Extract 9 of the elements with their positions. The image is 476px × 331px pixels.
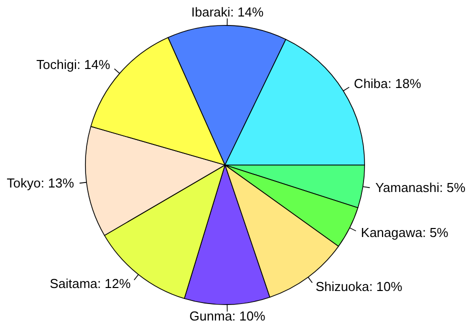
slice-label: Tokyo: 13% [6,175,74,190]
slice-label: Yamanashi: 5% [375,180,466,196]
slice-label: Tochigi: 14% [36,56,111,72]
slice-label: Shizuoka: 10% [316,278,403,294]
slice-label: Ibaraki: 14% [191,4,264,20]
slice-label: Saitama: 12% [50,276,132,291]
slice-label: Chiba: 18% [354,76,422,91]
slice-label: Gunma: 10% [189,308,266,324]
slice-label: Kanagawa: 5% [360,225,449,240]
